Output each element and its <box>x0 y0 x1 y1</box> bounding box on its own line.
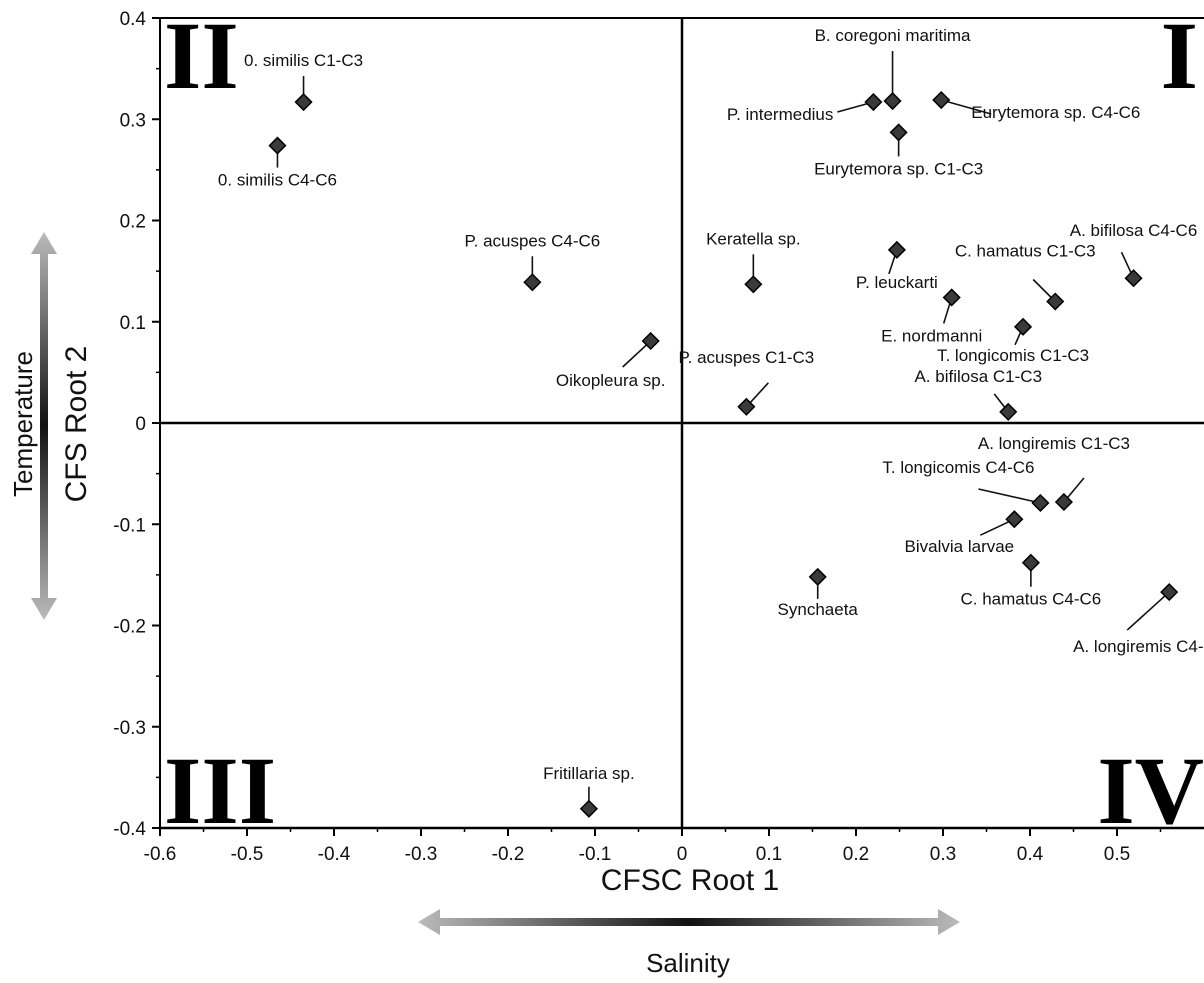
data-point-label: Bivalvia larvae <box>905 537 1015 556</box>
data-point-marker <box>294 92 313 112</box>
x-tick-label: -0.1 <box>579 844 612 865</box>
quadrant-label-iv: IV <box>1097 737 1204 844</box>
y-axis-title: CFS Root 2 <box>60 346 93 503</box>
data-point-marker <box>523 273 542 292</box>
data-point-label: Fritillaria sp. <box>543 764 635 783</box>
x-tick-label: -0.5 <box>231 844 264 865</box>
data-point-label: A. bifilosa C1-C3 <box>914 367 1042 386</box>
data-point-label: T. longicomis C1-C3 <box>937 346 1089 365</box>
data-point-label: 0. similis C4-C6 <box>218 171 337 190</box>
data-point-label: A. bifilosa C4-C6 <box>1070 221 1198 240</box>
x-tick-label: 0.4 <box>1017 844 1044 865</box>
x-tick-label: -0.4 <box>318 844 351 865</box>
data-point-label: Synchaeta <box>778 600 859 619</box>
leader-line <box>941 99 992 115</box>
data-point-label: C. hamatus C1-C3 <box>955 242 1096 261</box>
data-point-label: 0. similis C1-C3 <box>244 51 363 70</box>
data-point-marker <box>1031 493 1050 513</box>
quadrant-label-iii: III <box>164 737 276 844</box>
data-point-marker <box>942 288 961 307</box>
data-point-label: A. longiremis C4-C6 <box>1073 637 1204 656</box>
leader-line <box>978 488 1041 504</box>
data-point-marker <box>887 240 906 259</box>
y-tick-label: -0.3 <box>113 718 146 739</box>
x-tick-label: 0.2 <box>843 844 869 865</box>
x-tick-label: -0.6 <box>144 844 177 865</box>
data-point-label: Oikopleura sp. <box>556 371 666 390</box>
axes-layer <box>159 17 1204 830</box>
data-point-marker <box>737 397 756 416</box>
data-point-marker <box>1054 492 1073 512</box>
data-point-label: C. hamatus C4-C6 <box>960 590 1101 609</box>
data-point-marker <box>1013 317 1033 336</box>
x-tick-label: 0.1 <box>756 844 782 865</box>
data-point-marker <box>808 567 827 586</box>
y-tick-label: -0.2 <box>113 617 146 638</box>
data-point-marker <box>864 92 883 112</box>
data-point-label: T. longicomis C4-C6 <box>882 458 1034 477</box>
x-tick-label: 0.3 <box>930 844 956 865</box>
data-point-label: P. acuspes C1-C3 <box>678 348 814 367</box>
data-point-marker <box>999 402 1018 421</box>
data-point-label: Eurytemora sp. C1-C3 <box>814 159 983 178</box>
data-point-label: Keratella sp. <box>706 229 801 248</box>
temperature-arrow <box>31 232 57 620</box>
y-tick-label: 0.1 <box>120 313 146 334</box>
data-point-marker <box>1005 510 1024 529</box>
data-point-marker <box>744 275 763 294</box>
data-point-marker <box>579 799 598 818</box>
data-point-marker <box>268 136 287 155</box>
data-point-label: B. coregoni maritima <box>815 26 971 45</box>
temperature-label: Temperature <box>8 351 38 497</box>
x-tick-label: -0.3 <box>405 844 438 865</box>
data-point-marker <box>1021 553 1040 572</box>
quadrant-label-ii: II <box>164 2 239 109</box>
data-point-marker <box>641 331 660 351</box>
data-point-marker <box>932 90 951 110</box>
data-point-label: E. nordmanni <box>881 326 982 345</box>
x-axis-title: CFSC Root 1 <box>601 864 779 897</box>
salinity-arrow <box>418 909 960 935</box>
y-tick-label: -0.4 <box>113 819 146 840</box>
data-point-marker <box>883 91 902 111</box>
data-point-marker <box>1046 292 1065 311</box>
leader-line <box>1126 591 1170 631</box>
x-tick-label: 0.5 <box>1104 844 1130 865</box>
x-tick-label: -0.2 <box>492 844 525 865</box>
x-tick-label: 0 <box>677 844 688 865</box>
y-tick-label: 0.2 <box>120 212 146 233</box>
points-layer: 0. similis C1-C3 0. similis C4-C6 P. acusp… <box>218 26 1204 818</box>
data-point-label: Eurytemora sp. C4-C6 <box>971 103 1140 122</box>
data-point-label: P. leuckarti <box>856 273 938 292</box>
y-tick-label: 0.3 <box>120 110 146 131</box>
data-point-label: P. acuspes C4-C6 <box>464 231 600 250</box>
data-point-marker <box>1124 269 1143 288</box>
quadrant-label-i: I <box>1161 2 1198 109</box>
data-point-marker <box>1160 583 1179 602</box>
y-tick-label: -0.1 <box>113 515 146 536</box>
data-point-marker <box>889 123 908 142</box>
salinity-label: Salinity <box>646 948 730 978</box>
data-point-label: P. intermedius <box>727 105 833 124</box>
ticks-layer: -0.6 -0.5 -0.4 -0.3 -0.2 -0.1 0 0.1 0.2 0.3 0.4 0.5… <box>113 9 1162 865</box>
y-tick-label: 0.4 <box>120 9 147 30</box>
data-point-label: A. longiremis C1-C3 <box>978 434 1130 453</box>
y-tick-label: 0 <box>135 414 146 435</box>
